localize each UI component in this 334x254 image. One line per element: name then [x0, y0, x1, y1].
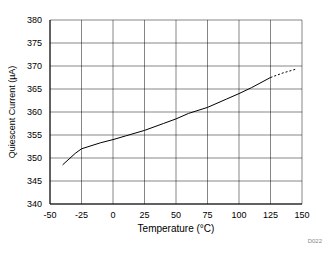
svg-text:100: 100 — [231, 210, 246, 220]
svg-text:150: 150 — [294, 210, 309, 220]
svg-text:Quiescent Current (µA): Quiescent Current (µA) — [8, 66, 17, 159]
svg-text:-25: -25 — [75, 210, 88, 220]
svg-text:380: 380 — [27, 15, 42, 25]
svg-text:370: 370 — [27, 61, 42, 71]
svg-text:375: 375 — [27, 38, 42, 48]
svg-text:360: 360 — [27, 107, 42, 117]
svg-text:75: 75 — [202, 210, 212, 220]
svg-text:340: 340 — [27, 199, 42, 209]
svg-text:25: 25 — [139, 210, 149, 220]
svg-text:50: 50 — [171, 210, 181, 220]
svg-text:Temperature (°C): Temperature (°C) — [138, 223, 215, 234]
svg-text:0: 0 — [110, 210, 115, 220]
svg-text:355: 355 — [27, 130, 42, 140]
svg-text:-50: -50 — [43, 210, 56, 220]
svg-text:125: 125 — [263, 210, 278, 220]
html-text:D022: D022 — [307, 238, 322, 244]
svg-text:350: 350 — [27, 153, 42, 163]
svg-text:365: 365 — [27, 84, 42, 94]
svg-text:345: 345 — [27, 176, 42, 186]
